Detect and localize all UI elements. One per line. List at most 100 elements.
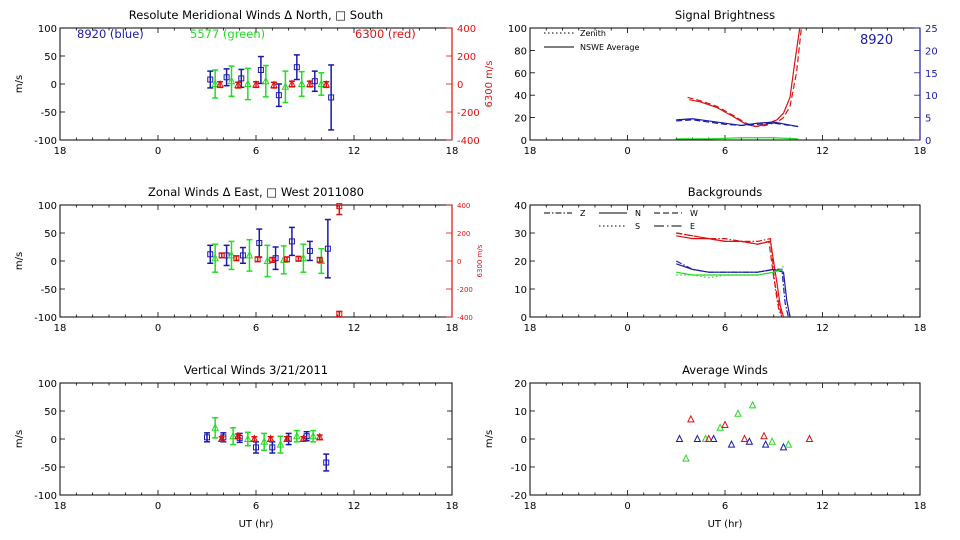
series-line (676, 137, 799, 140)
y-tick-label: 50 (44, 52, 57, 63)
data-point (299, 434, 308, 442)
series-line (689, 27, 801, 128)
data-point (693, 434, 702, 442)
y-tick-label: 100 (508, 24, 527, 35)
data-point (276, 439, 285, 448)
right-tick-label: -400 (457, 314, 473, 322)
data-point (316, 256, 323, 263)
x-tick-label: 0 (155, 323, 161, 334)
series-line (687, 27, 802, 128)
series-line (676, 235, 785, 318)
data-point (740, 434, 749, 442)
data-point (269, 256, 276, 263)
data-point (317, 79, 326, 87)
x-tick-label: 6 (253, 323, 259, 334)
right-tick-label: 15 (925, 69, 938, 80)
data-point (245, 250, 254, 259)
data-point (270, 80, 278, 89)
legend-entry: Z (580, 209, 586, 218)
y-tick-label: -10 (511, 463, 527, 474)
data-point (306, 247, 313, 254)
y-tick-label: 0 (51, 80, 57, 91)
x-tick-label: 12 (348, 501, 361, 512)
y-axis-label: m/s (14, 252, 25, 270)
data-point (263, 256, 272, 264)
chart-average: Average Winds 18 0 6 12 18 20 10 0 -10 -20 m/s UT (h… (484, 363, 926, 530)
series-line (676, 232, 783, 318)
data-point (233, 255, 240, 262)
data-point (284, 256, 291, 263)
y-tick-label: 0 (51, 257, 57, 268)
x-tick-label: 18 (524, 323, 537, 334)
x-tick-label: 18 (54, 146, 67, 157)
y-tick-label: 0 (51, 435, 57, 446)
x-tick-label: 6 (722, 501, 728, 512)
data-point (336, 311, 343, 318)
chart-title: Zonal Winds Δ East, □ West 2011080 (148, 185, 364, 199)
x-tick-label: 18 (54, 323, 67, 334)
data-point (734, 409, 742, 417)
y-tick-label: -50 (41, 108, 57, 119)
right-tick-label: -200 (457, 286, 473, 294)
chart-title: Signal Brightness (675, 8, 775, 22)
y-axis-label: m/s (484, 430, 495, 448)
x-tick-label: 18 (446, 146, 459, 157)
data-point (266, 434, 275, 442)
data-point (687, 414, 695, 423)
y-tick-label: 100 (38, 379, 57, 390)
data-point (223, 74, 230, 81)
x-tick-label: 18 (914, 501, 927, 512)
data-point (269, 444, 276, 451)
legend-entry: Zenith (580, 29, 606, 38)
data-point (239, 252, 246, 259)
x-tick-label: 6 (722, 146, 728, 157)
plot-frame (529, 204, 921, 318)
x-tick-label: 18 (914, 146, 927, 157)
data-point (211, 79, 219, 87)
x-tick-label: 18 (446, 501, 459, 512)
x-tick-label: 18 (914, 323, 927, 334)
data-point (288, 238, 295, 245)
x-tick-label: 12 (816, 501, 829, 512)
y-tick-label: -20 (511, 491, 527, 502)
x-tick-label: 0 (155, 146, 161, 157)
x-tick-label: 18 (524, 146, 537, 157)
data-point (257, 67, 264, 73)
x-tick-label: 12 (348, 146, 361, 157)
data-point (229, 431, 237, 440)
data-point (324, 245, 331, 252)
right-tick-label: 20 (925, 46, 938, 57)
chart-title: Resolute Meridional Winds Δ North, □ Sou… (129, 8, 383, 22)
legend-entry: N (635, 209, 641, 218)
data-point (238, 75, 245, 82)
data-point (254, 256, 261, 263)
data-point (721, 420, 729, 428)
data-point (682, 453, 690, 462)
x-tick-label: 6 (722, 323, 728, 334)
y-tick-label: 50 (44, 407, 57, 418)
x-tick-label: 18 (524, 501, 537, 512)
y-tick-label: 10 (514, 407, 527, 418)
right-tick-label: 200 (457, 230, 470, 238)
plot-frame (529, 382, 921, 496)
x-tick-label: 6 (253, 146, 259, 157)
data-point (218, 252, 225, 259)
right-axis-label: 6300 m/s (484, 61, 495, 108)
series-line (676, 263, 791, 318)
series-line (676, 118, 799, 128)
y-tick-label: 20 (514, 379, 527, 390)
right-tick-label: 400 (457, 24, 476, 35)
chart-meridional: Resolute Meridional Winds Δ North, □ Sou… (14, 8, 495, 157)
y-tick-label: 20 (514, 114, 527, 125)
right-axis-label: 6300 m/s (476, 244, 484, 277)
chart-title: Vertical Winds 3/21/2011 (184, 363, 328, 377)
data-point (204, 434, 210, 441)
data-point (260, 437, 268, 445)
legend-entry: W (690, 209, 698, 218)
data-point (727, 439, 736, 448)
data-point (306, 79, 314, 87)
legend-entry: E (690, 222, 695, 231)
data-point (227, 250, 236, 259)
data-point (283, 434, 291, 442)
data-point (227, 76, 236, 85)
